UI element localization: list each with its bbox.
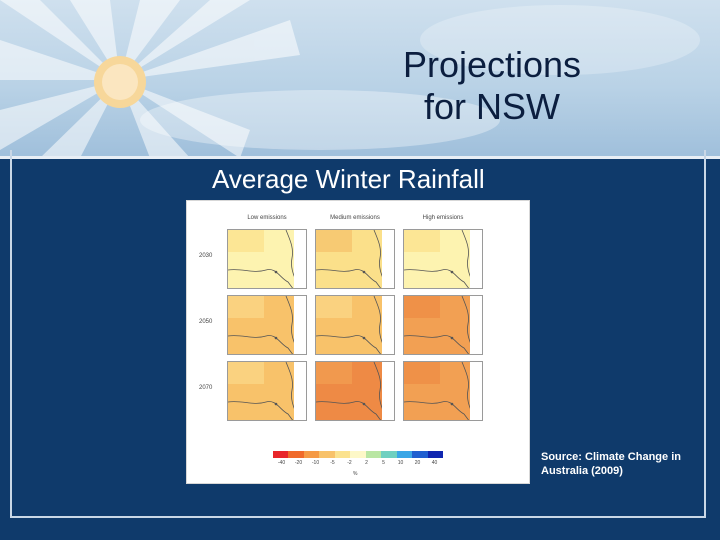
- legend-swatch: [412, 451, 428, 458]
- column-label-low: Low emissions: [247, 215, 287, 221]
- legend-tick-label: 5: [382, 460, 385, 466]
- legend-swatch: [334, 451, 351, 458]
- sun-rays-graphic: [0, 0, 700, 158]
- legend-ticks: -40 -20 -10 -5 -2 2 5 10 20 40: [273, 460, 443, 466]
- legend-swatch: [319, 451, 335, 458]
- title-line-2: for NSW: [423, 86, 560, 127]
- sky-banner: Projections for NSW: [0, 0, 720, 158]
- source-citation: Source: Climate Change in Australia (200…: [541, 451, 681, 477]
- legend-tick-label: 20: [414, 460, 421, 466]
- row-label-2070: 2070: [199, 385, 213, 391]
- map-panel: [227, 295, 307, 355]
- map-panel: [403, 361, 483, 421]
- title-line-1: Projections: [402, 44, 582, 85]
- map-panel: [315, 295, 395, 355]
- map-panel: [315, 361, 395, 421]
- legend-tick-label: 2: [365, 460, 368, 466]
- legend-swatch: [288, 451, 304, 458]
- map-panel: [227, 229, 307, 289]
- legend-swatch: [396, 451, 413, 458]
- legend-tick-label: -20: [294, 460, 303, 466]
- legend-tick-label: 40: [431, 460, 438, 466]
- legend-swatch: [303, 451, 320, 458]
- legend-tick-label: -10: [311, 460, 320, 466]
- legend-swatch: [365, 451, 382, 458]
- legend-color-bar: [273, 451, 443, 458]
- map-panel: [315, 229, 395, 289]
- legend-swatch: [427, 451, 443, 458]
- row-label-2030: 2030: [199, 253, 213, 259]
- map-panel: [227, 361, 307, 421]
- slide-title: Projections for NSW: [372, 44, 612, 128]
- map-panel: [403, 229, 483, 289]
- rainfall-figure: Low emissions Medium emissions High emis…: [186, 200, 530, 484]
- column-label-high: High emissions: [422, 215, 464, 221]
- content-frame: [10, 150, 706, 518]
- header-divider: [0, 156, 720, 159]
- legend-tick-label: -40: [277, 460, 286, 466]
- slide-subtitle: Average Winter Rainfall: [212, 164, 485, 194]
- legend-tick-label: -5: [330, 460, 335, 466]
- legend-swatch: [350, 451, 366, 458]
- legend-tick-label: -2: [347, 460, 352, 466]
- legend-swatch: [381, 451, 397, 458]
- legend-tick-label: 10: [397, 460, 404, 466]
- map-panel: [403, 295, 483, 355]
- row-label-2050: 2050: [199, 319, 213, 325]
- legend-unit: %: [353, 471, 358, 477]
- legend-swatch: [273, 451, 289, 458]
- column-label-medium: Medium emissions: [330, 215, 380, 221]
